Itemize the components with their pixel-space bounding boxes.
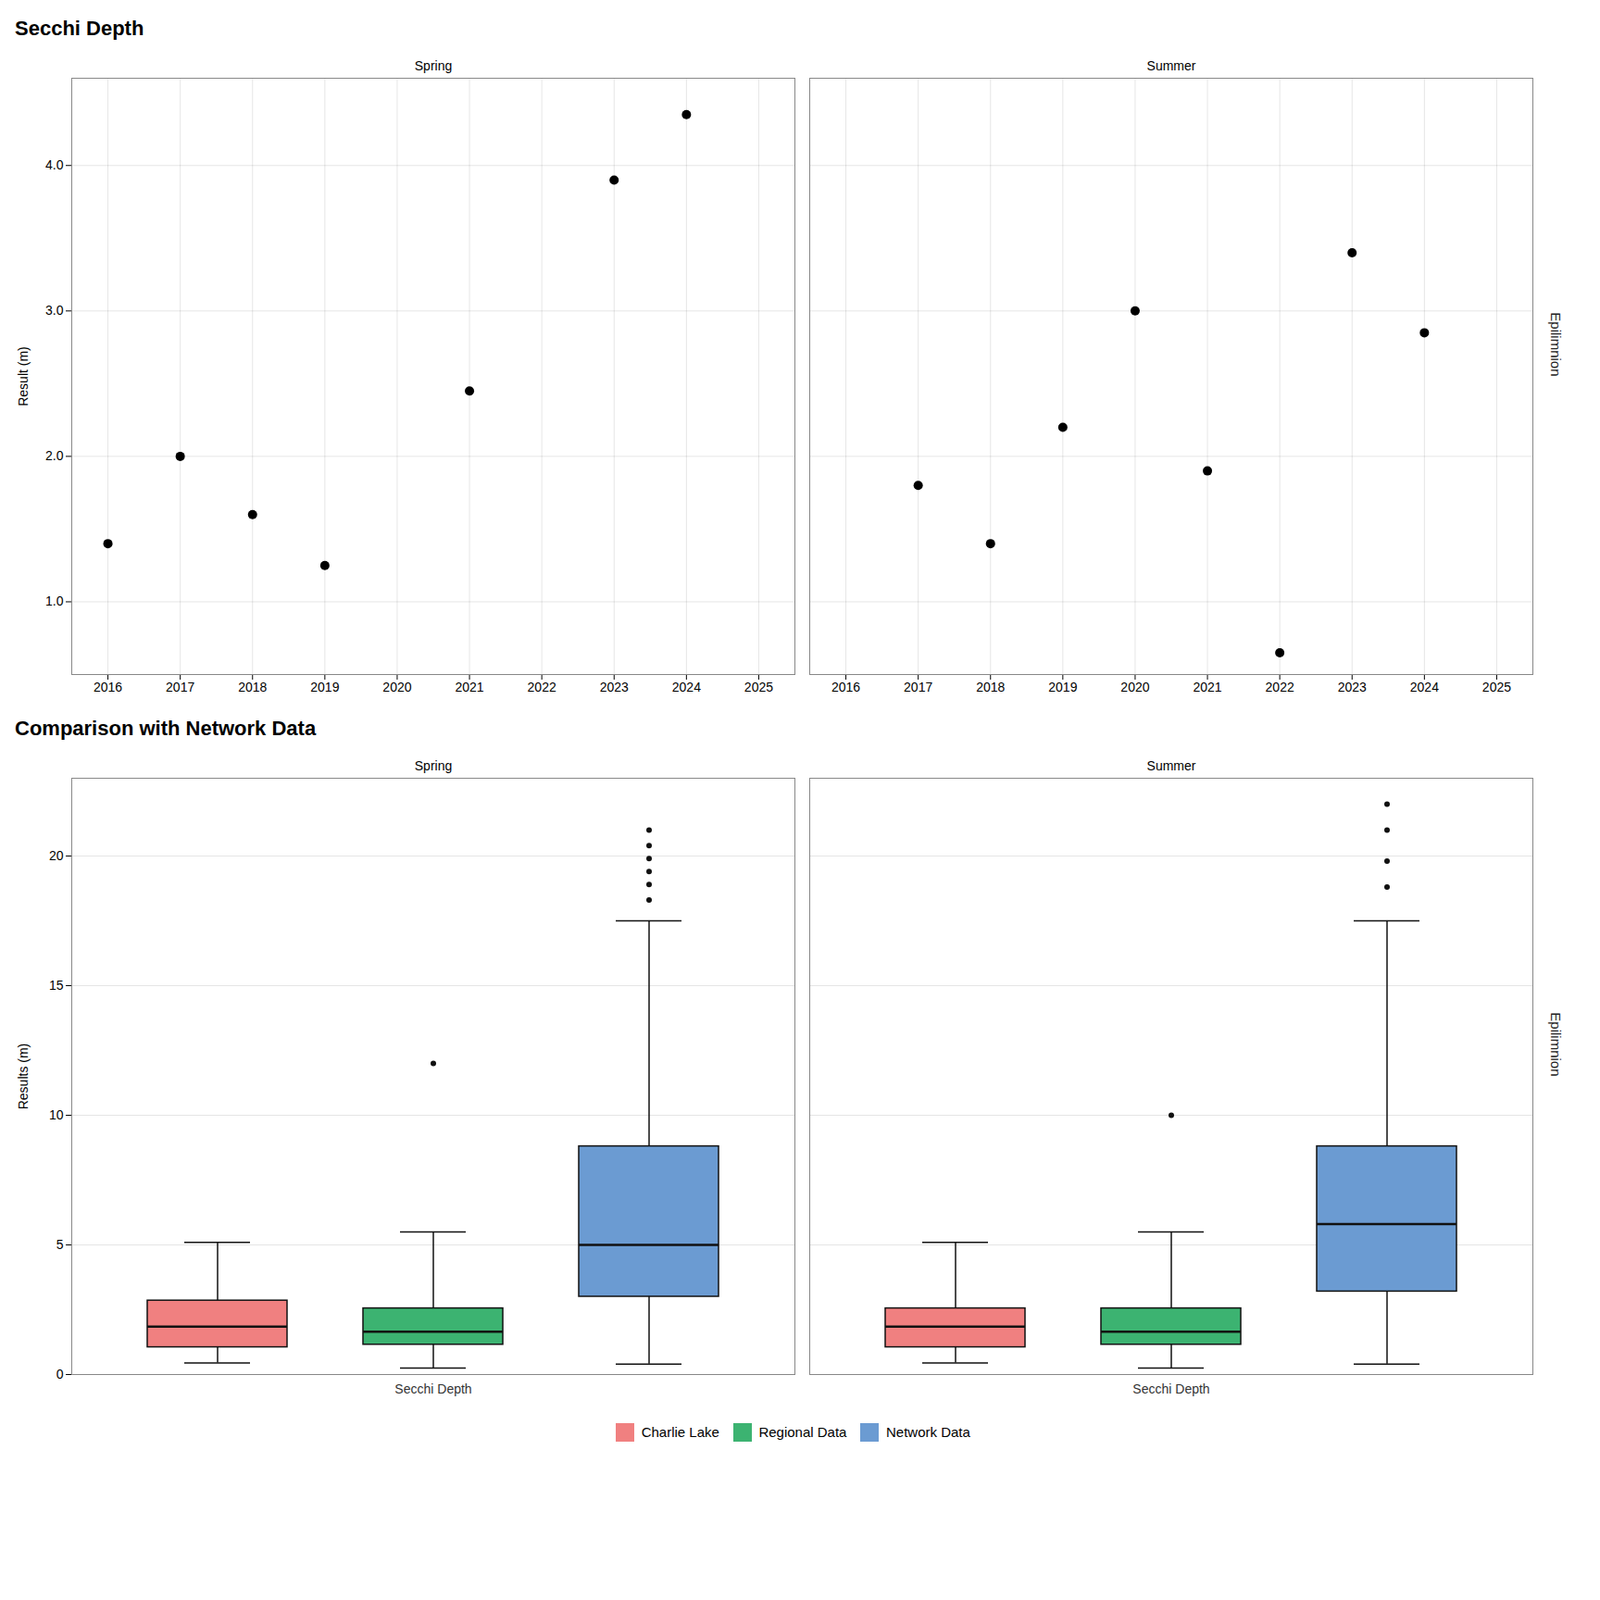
svg-text:2022: 2022	[1265, 679, 1295, 695]
html-text:Regional Data: Regional Data	[758, 1424, 847, 1440]
svg-text:Result (m): Result (m)	[15, 346, 31, 407]
html-text:Charlie Lake: Charlie Lake	[641, 1424, 720, 1440]
svg-text:2019: 2019	[1048, 679, 1077, 695]
svg-text:2017: 2017	[903, 679, 933, 695]
svg-text:15: 15	[49, 977, 64, 993]
svg-text:Spring: Spring	[414, 58, 452, 74]
svg-text:5: 5	[56, 1237, 64, 1252]
svg-text:Secchi Depth: Secchi Depth	[394, 1381, 472, 1397]
svg-text:20: 20	[49, 848, 64, 863]
svg-text:3.0: 3.0	[45, 302, 64, 318]
svg-text:2024: 2024	[1410, 679, 1439, 695]
svg-text:10: 10	[49, 1107, 64, 1123]
svg-text:2.0: 2.0	[45, 448, 64, 463]
svg-text:2021: 2021	[454, 679, 484, 695]
svg-text:Summer: Summer	[1147, 58, 1197, 74]
svg-text:2024: 2024	[672, 679, 701, 695]
svg-text:2020: 2020	[382, 679, 412, 695]
svg-text:2021: 2021	[1192, 679, 1222, 695]
svg-text:2025: 2025	[744, 679, 774, 695]
svg-text:Secchi Depth: Secchi Depth	[1132, 1381, 1210, 1397]
svg-text:Epilimnion: Epilimnion	[1548, 312, 1564, 376]
svg-text:2020: 2020	[1120, 679, 1150, 695]
svg-text:0: 0	[56, 1366, 64, 1382]
svg-text:2016: 2016	[831, 679, 861, 695]
svg-text:2023: 2023	[1337, 679, 1367, 695]
svg-text:Epilimnion: Epilimnion	[1548, 1012, 1564, 1076]
svg-text:Results (m): Results (m)	[15, 1043, 31, 1111]
svg-text:2023: 2023	[600, 679, 629, 695]
svg-text:2018: 2018	[975, 679, 1005, 695]
html-text:Comparison with Network Data: Comparison with Network Data	[14, 716, 316, 740]
html-text:Network Data: Network Data	[886, 1424, 971, 1440]
svg-text:2022: 2022	[527, 679, 557, 695]
svg-text:4.0: 4.0	[45, 157, 64, 173]
svg-text:1.0: 1.0	[45, 593, 64, 609]
html-text:Secchi Depth: Secchi Depth	[14, 16, 144, 40]
svg-text:Summer: Summer	[1147, 758, 1197, 774]
svg-text:Spring: Spring	[414, 758, 452, 774]
svg-text:2019: 2019	[310, 679, 339, 695]
svg-text:2025: 2025	[1482, 679, 1512, 695]
svg-text:2016: 2016	[93, 679, 123, 695]
svg-text:2017: 2017	[165, 679, 195, 695]
svg-text:2018: 2018	[237, 679, 267, 695]
